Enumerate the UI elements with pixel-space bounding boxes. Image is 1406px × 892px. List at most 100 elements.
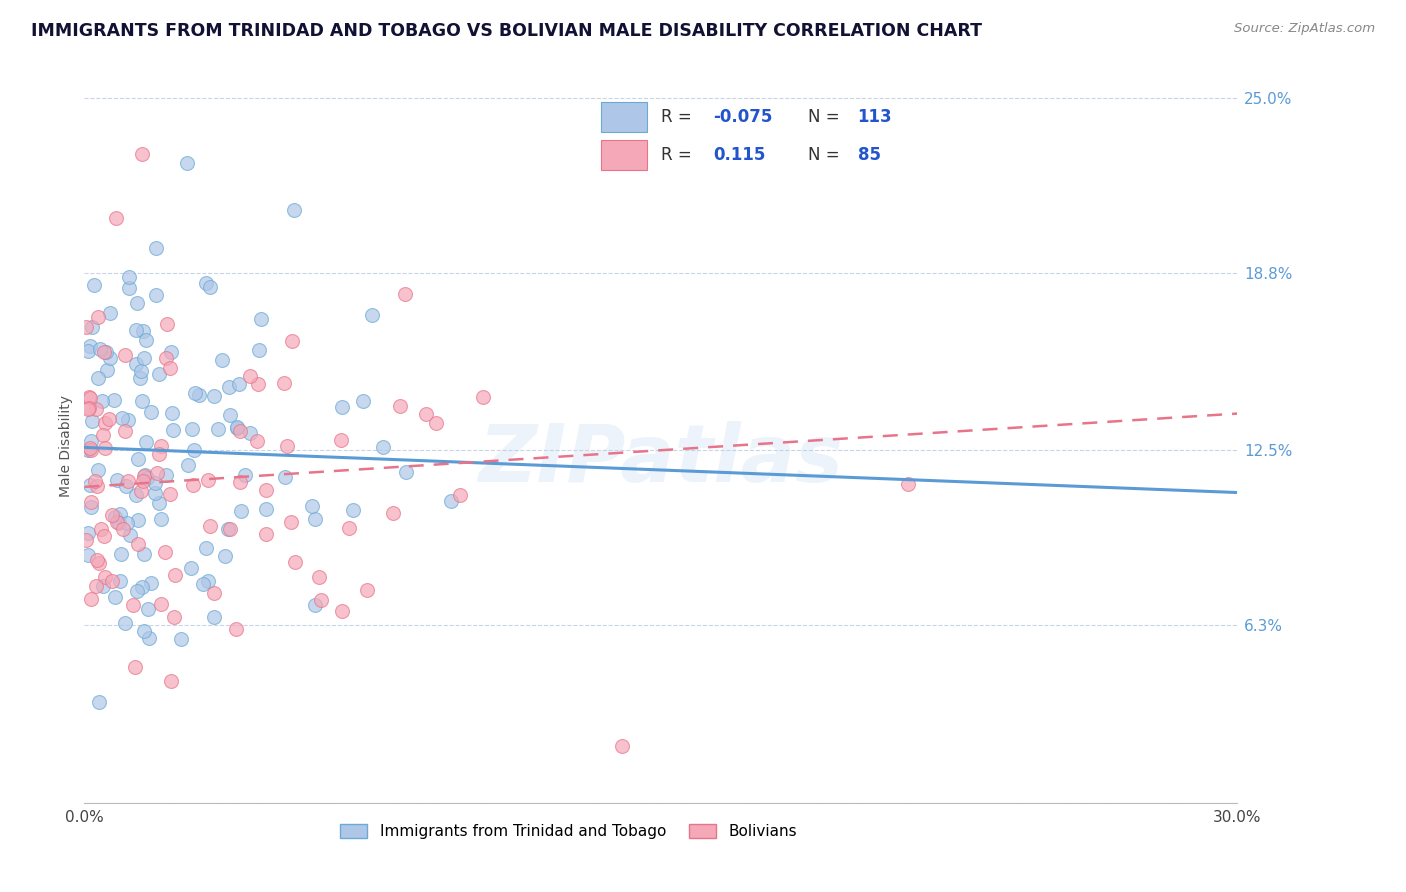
Point — [181, 422, 204, 436]
Text: IMMIGRANTS FROM TRINIDAD AND TOBAGO VS BOLIVIAN MALE DISABILITY CORRELATION CHAR: IMMIGRANTS FROM TRINIDAD AND TOBAGO VS B… — [31, 22, 981, 40]
Point — [105, 515, 128, 529]
Text: R =: R = — [661, 146, 697, 164]
Point — [145, 241, 167, 255]
Text: 85: 85 — [858, 146, 880, 164]
Point — [87, 310, 110, 324]
Point — [135, 333, 157, 347]
Point — [225, 622, 247, 636]
Point — [86, 479, 108, 493]
Point — [125, 323, 148, 337]
Point — [897, 477, 920, 491]
Point — [329, 433, 352, 447]
Point — [84, 402, 107, 417]
Point — [207, 422, 229, 436]
Point — [381, 507, 404, 521]
Y-axis label: Male Disability: Male Disability — [59, 395, 73, 497]
Point — [160, 674, 183, 689]
Point — [98, 412, 121, 426]
Point — [134, 351, 156, 365]
Text: 0.115: 0.115 — [713, 146, 766, 164]
Point — [79, 494, 101, 508]
Bar — [602, 103, 647, 132]
Point — [86, 552, 108, 566]
Point — [127, 452, 149, 467]
Point — [304, 512, 326, 526]
Point — [93, 344, 115, 359]
Point — [104, 590, 127, 604]
Point — [254, 502, 277, 516]
Point — [79, 390, 101, 404]
Point — [273, 376, 295, 390]
Point — [612, 739, 634, 754]
Point — [132, 475, 155, 489]
Point — [330, 401, 353, 415]
Point — [415, 407, 437, 421]
Point — [239, 369, 262, 384]
Point — [136, 602, 159, 616]
Point — [218, 408, 240, 422]
Point — [108, 507, 131, 521]
Point — [93, 569, 115, 583]
Point — [148, 368, 170, 382]
Point — [118, 270, 141, 285]
Point — [108, 574, 131, 588]
Point — [146, 467, 169, 481]
Point — [117, 413, 139, 427]
Point — [352, 393, 374, 408]
Text: Source: ZipAtlas.com: Source: ZipAtlas.com — [1234, 22, 1375, 36]
Point — [124, 660, 146, 674]
Point — [115, 479, 138, 493]
Point — [197, 473, 219, 487]
Point — [128, 370, 150, 384]
Point — [202, 610, 225, 624]
Point — [200, 519, 222, 533]
Point — [165, 567, 187, 582]
Point — [226, 421, 249, 435]
Bar — [602, 140, 647, 169]
Point — [162, 406, 184, 420]
Point — [131, 393, 153, 408]
Point — [218, 380, 240, 394]
Point — [195, 541, 218, 556]
Point — [159, 344, 181, 359]
Point — [87, 371, 110, 385]
Point — [134, 469, 156, 483]
Point — [87, 557, 110, 571]
Point — [211, 353, 233, 368]
Point — [283, 203, 305, 218]
Point — [87, 695, 110, 709]
Point — [93, 528, 115, 542]
Point — [107, 516, 129, 530]
Point — [145, 288, 167, 302]
Text: N =: N = — [808, 146, 845, 164]
Point — [217, 522, 239, 536]
Point — [280, 334, 302, 348]
Point — [93, 579, 115, 593]
Point — [80, 319, 103, 334]
Point — [145, 486, 167, 500]
Point — [120, 528, 142, 542]
Point — [90, 522, 112, 536]
Point — [361, 309, 384, 323]
Point — [80, 414, 103, 428]
Text: N =: N = — [808, 108, 845, 126]
Point — [80, 500, 103, 515]
Point — [127, 513, 149, 527]
Text: ZIPatlas: ZIPatlas — [478, 421, 844, 500]
Point — [77, 549, 100, 563]
Point — [127, 584, 149, 599]
Point — [159, 360, 181, 375]
Point — [183, 385, 205, 400]
Point — [228, 376, 250, 391]
Point — [440, 494, 463, 508]
Point — [214, 549, 236, 563]
Point — [311, 592, 333, 607]
Point — [229, 425, 252, 439]
Point — [235, 468, 257, 483]
Point — [229, 504, 252, 518]
Point — [90, 393, 112, 408]
Text: R =: R = — [661, 108, 697, 126]
Point — [127, 537, 149, 551]
Point — [117, 474, 139, 488]
Point — [176, 156, 198, 170]
